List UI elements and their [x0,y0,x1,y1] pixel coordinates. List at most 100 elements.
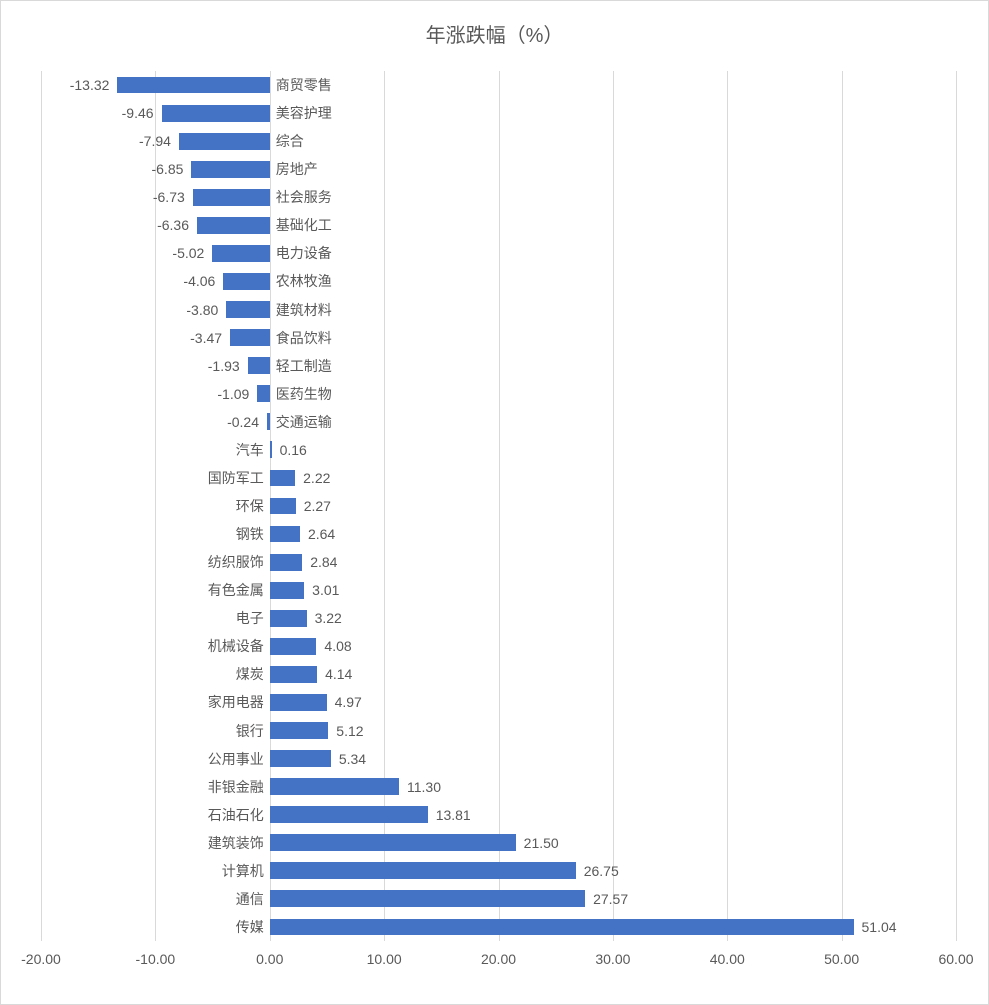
category-label: 国防军工 [208,468,264,488]
value-label: 2.84 [310,554,337,570]
category-label: 电子 [236,608,264,628]
bar [270,890,585,907]
value-label: -13.32 [70,77,110,93]
value-label: 13.81 [436,807,471,823]
category-label: 商贸零售 [276,75,332,95]
value-label: 0.16 [280,442,307,458]
bar-row: 计算机26.75 [41,857,956,885]
x-tick-label: 20.00 [481,951,516,967]
bar-row: 国防军工2.22 [41,464,956,492]
category-label: 计算机 [222,861,264,881]
value-label: -1.93 [208,358,240,374]
bar [117,77,269,94]
category-label: 环保 [236,496,264,516]
value-label: -6.73 [153,189,185,205]
value-label: -7.94 [139,133,171,149]
x-tick-label: 60.00 [938,951,973,967]
bar-row: 家用电器 4.97 [41,688,956,716]
bar [270,582,304,599]
bar [248,357,270,374]
category-label: 建筑装饰 [208,833,264,853]
category-label: 农林牧渔 [276,271,332,291]
category-label: 社会服务 [276,187,332,207]
category-label: 轻工制造 [276,356,332,376]
category-label: 机械设备 [208,636,264,656]
value-label: -3.47 [190,330,222,346]
value-label: -9.46 [122,105,154,121]
x-tick-label: 10.00 [367,951,402,967]
bar [179,133,270,150]
bar-row: 煤炭4.14 [41,660,956,688]
category-label: 食品饮料 [276,328,332,348]
value-label: 11.30 [407,779,441,795]
bar [270,526,300,543]
x-tick-label: 0.00 [256,951,283,967]
category-label: 钢铁 [236,524,264,544]
category-label: 银行 [236,721,264,741]
bar [270,722,329,739]
bar-row: 石油石化 13.81 [41,801,956,829]
bar [270,694,327,711]
bar-row: 传媒51.04 [41,913,956,941]
bar [267,413,270,430]
value-label: -5.02 [172,245,204,261]
value-label: 4.97 [335,694,362,710]
category-label: 煤炭 [236,664,264,684]
chart-container: 年涨跌幅（%） 商贸零售-13.32美容护理-9.46综合-7.94房地产-6.… [0,0,989,1005]
x-tick-label: 30.00 [595,951,630,967]
value-label: 3.22 [315,610,342,626]
x-tick-label: 50.00 [824,951,859,967]
bar [270,470,295,487]
value-label: 5.34 [339,751,366,767]
value-label: -6.85 [151,161,183,177]
bar-row: 电子 3.22 [41,604,956,632]
x-tick-label: -10.00 [136,951,176,967]
category-label: 通信 [236,889,264,909]
category-label: 房地产 [276,159,318,179]
bar [270,498,296,515]
value-label: 21.50 [524,835,559,851]
bar [197,217,270,234]
bar [270,638,317,655]
bar-row: 社会服务 -6.73 [41,183,956,211]
bar [270,919,854,936]
category-label: 非银金融 [208,777,264,797]
category-label: 纺织服饰 [208,552,264,572]
bar-row: 医药生物-1.09 [41,380,956,408]
bar-row: 建筑材料-3.80 [41,296,956,324]
bar [162,105,270,122]
category-label: 汽车 [236,440,264,460]
category-label: 美容护理 [276,103,332,123]
bar [270,610,307,627]
bar [270,441,272,458]
bar [270,862,576,879]
value-label: 4.08 [324,638,351,654]
category-label: 交通运输 [276,412,332,432]
category-label: 家用电器 [208,692,264,712]
bar-row: 有色金属3.01 [41,576,956,604]
value-label: -4.06 [183,273,215,289]
category-label: 基础化工 [276,215,332,235]
category-label: 建筑材料 [276,300,332,320]
bar [212,245,269,262]
bar [270,750,331,767]
bar [270,778,399,795]
plot-area: 商贸零售-13.32美容护理-9.46综合-7.94房地产-6.85社会服务-6… [41,71,956,941]
bar-row: 轻工制造 -1.93 [41,352,956,380]
value-label: 5.12 [336,723,363,739]
category-label: 石油石化 [208,805,264,825]
category-label: 医药生物 [276,384,332,404]
bar [270,554,302,571]
bar-row: 纺织服饰 2.84 [41,548,956,576]
bar-row: 公用事业5.34 [41,745,956,773]
bar-row: 农林牧渔 -4.06 [41,267,956,295]
bar-row: 商贸零售 -13.32 [41,71,956,99]
bar-row: 食品饮料 -3.47 [41,324,956,352]
value-label: 2.64 [308,526,335,542]
bar-row: 通信27.57 [41,885,956,913]
bar-row: 建筑装饰 21.50 [41,829,956,857]
category-label: 电力设备 [276,243,332,263]
bar [193,189,270,206]
value-label: -6.36 [157,217,189,233]
bar [270,806,428,823]
